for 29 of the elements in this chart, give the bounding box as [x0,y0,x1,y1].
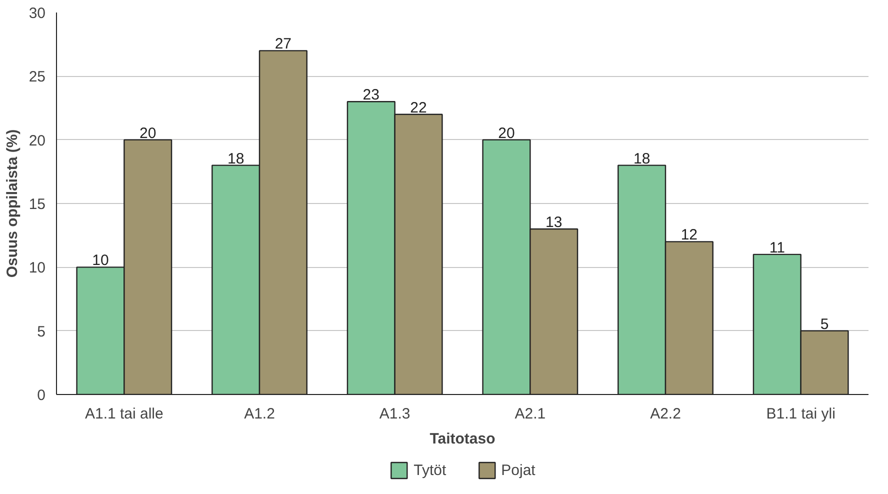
data-label: 23 [362,86,380,104]
x-tick-label: A1.2 [244,406,275,422]
data-label: 12 [680,226,698,244]
y-tick-label: 15 [28,196,46,213]
legend-label: Tytöt [414,462,446,478]
data-label: 18 [633,150,650,168]
x-axis-title: Taitotaso [430,430,496,448]
data-label: 18 [227,150,244,168]
x-tick-label: B1.1 tai yli [766,406,836,422]
x-tick-label: A2.1 [514,406,546,422]
data-label: 27 [274,36,292,53]
data-label: 5 [820,316,829,333]
data-label: 22 [410,99,427,116]
data-label: 10 [92,252,109,270]
y-tick-label: 30 [28,5,46,22]
y-tick-label: 0 [37,387,46,404]
x-tick-label: A1.1 tai alle [84,406,164,422]
legend-label: Pojat [501,462,536,478]
y-tick-label: 5 [37,323,46,340]
x-tick-label: A1.3 [379,406,410,422]
data-label: 20 [140,124,156,142]
y-axis-title: Osuus oppilaista (%) [4,129,21,278]
data-label: 20 [498,124,515,142]
y-tick-label: 25 [28,68,46,86]
x-tick-label: A2.2 [650,406,681,422]
y-tick-label: 20 [28,132,46,150]
data-label: 13 [546,214,562,231]
data-label: 11 [769,239,785,256]
y-tick-label: 10 [28,260,46,277]
